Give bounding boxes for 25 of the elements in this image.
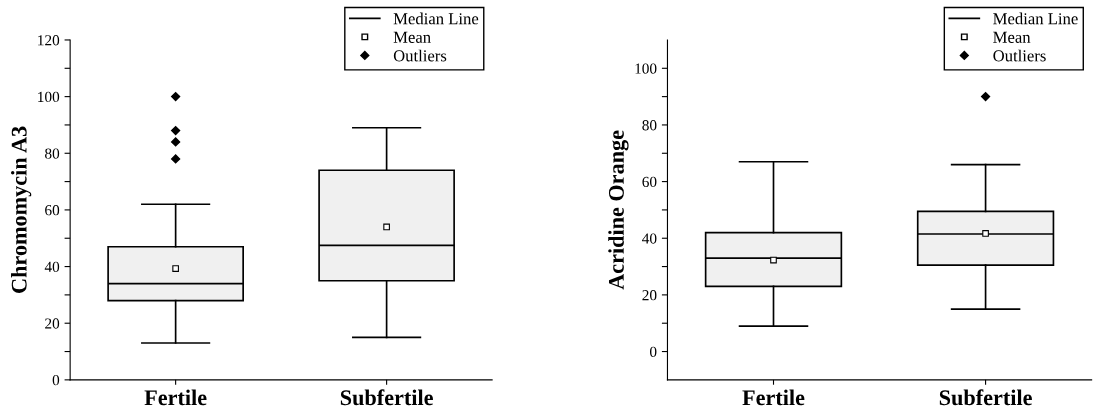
y-tick-label: 40	[44, 261, 60, 273]
x-tick-label: Subfertile	[939, 389, 1032, 406]
x-tick-label: Subfertile	[340, 389, 433, 406]
x-tick-label: Fertile	[742, 389, 805, 406]
y-axis-title: Acridine Orange	[608, 130, 629, 290]
x-tick-label: Fertile	[144, 389, 207, 406]
annotation: Mean	[993, 31, 1031, 43]
y-axis-title: Chromomycin A3	[11, 126, 32, 293]
y-tick-label: 60	[45, 205, 60, 216]
annotation: Outliers	[393, 49, 447, 62]
y-tick-label: 0	[52, 375, 60, 386]
annotation: Outliers	[993, 49, 1046, 62]
y-tick-label: 100	[38, 91, 60, 103]
text: Median Line	[993, 12, 1078, 25]
y-tick-label: 80	[642, 120, 657, 131]
y-tick-label: 20	[642, 290, 657, 301]
y-tick-label: 20	[45, 318, 60, 329]
text: Median Line	[393, 12, 479, 25]
y-tick-label: 100	[635, 63, 657, 74]
y-tick-label: 80	[45, 148, 60, 159]
annotation: Mean	[393, 31, 431, 43]
y-tick-label: 120	[38, 35, 60, 46]
y-tick-label: 40	[642, 233, 657, 244]
y-tick-label: 60	[642, 176, 657, 188]
y-tick-label: 0	[649, 346, 657, 357]
